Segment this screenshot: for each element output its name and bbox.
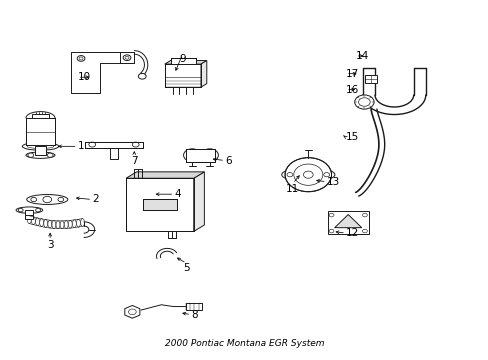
Polygon shape — [193, 172, 204, 231]
Circle shape — [201, 149, 218, 162]
Ellipse shape — [76, 219, 80, 227]
Circle shape — [47, 153, 53, 157]
Text: 16: 16 — [346, 85, 359, 95]
Text: 5: 5 — [183, 263, 189, 273]
Text: 1: 1 — [78, 141, 84, 151]
Polygon shape — [164, 64, 201, 87]
Ellipse shape — [60, 221, 64, 229]
Circle shape — [183, 149, 201, 162]
Circle shape — [132, 142, 139, 147]
Polygon shape — [126, 172, 204, 178]
Polygon shape — [201, 60, 206, 87]
Text: 12: 12 — [346, 228, 359, 238]
Circle shape — [207, 154, 211, 157]
Text: 15: 15 — [346, 132, 359, 143]
Ellipse shape — [52, 221, 56, 229]
Circle shape — [123, 55, 131, 60]
Ellipse shape — [48, 220, 52, 228]
Polygon shape — [120, 53, 134, 63]
Circle shape — [43, 196, 52, 203]
Text: 6: 6 — [224, 156, 231, 166]
Polygon shape — [164, 60, 206, 64]
Ellipse shape — [22, 143, 59, 150]
Circle shape — [328, 213, 333, 217]
Polygon shape — [35, 146, 46, 155]
Text: 2: 2 — [92, 194, 99, 204]
Polygon shape — [85, 142, 142, 148]
Polygon shape — [327, 211, 368, 234]
Circle shape — [18, 208, 23, 212]
Polygon shape — [71, 53, 134, 93]
Text: 9: 9 — [179, 54, 185, 64]
Circle shape — [190, 154, 194, 157]
Circle shape — [362, 213, 366, 217]
Polygon shape — [25, 215, 33, 219]
Circle shape — [28, 153, 34, 157]
Circle shape — [77, 55, 85, 61]
Circle shape — [31, 197, 37, 202]
Ellipse shape — [31, 217, 35, 225]
Circle shape — [89, 142, 95, 147]
Polygon shape — [26, 118, 55, 145]
Ellipse shape — [72, 220, 76, 228]
Text: 14: 14 — [355, 51, 368, 61]
Ellipse shape — [56, 221, 60, 229]
Ellipse shape — [40, 219, 43, 226]
Ellipse shape — [81, 219, 84, 226]
Polygon shape — [32, 114, 49, 118]
Ellipse shape — [36, 218, 40, 226]
Ellipse shape — [64, 221, 68, 229]
Circle shape — [58, 197, 63, 202]
Ellipse shape — [68, 220, 72, 228]
Ellipse shape — [16, 207, 42, 213]
Ellipse shape — [44, 220, 47, 228]
Polygon shape — [170, 58, 196, 64]
Polygon shape — [142, 199, 177, 210]
Circle shape — [36, 208, 41, 212]
Ellipse shape — [27, 194, 68, 204]
Polygon shape — [25, 210, 33, 215]
Text: 17: 17 — [346, 69, 359, 79]
Text: 2000 Pontiac Montana EGR System: 2000 Pontiac Montana EGR System — [164, 339, 324, 348]
Polygon shape — [126, 178, 193, 231]
Circle shape — [285, 158, 331, 192]
Polygon shape — [186, 149, 215, 162]
Text: 8: 8 — [191, 310, 198, 320]
Circle shape — [303, 171, 312, 178]
Text: 4: 4 — [174, 189, 181, 199]
Text: 13: 13 — [326, 177, 339, 187]
Circle shape — [328, 229, 333, 233]
Text: 7: 7 — [131, 156, 137, 166]
Ellipse shape — [281, 168, 334, 182]
Text: 11: 11 — [285, 184, 299, 194]
Polygon shape — [334, 215, 361, 228]
Text: 10: 10 — [78, 72, 91, 82]
Circle shape — [286, 172, 292, 177]
Circle shape — [323, 172, 329, 177]
Ellipse shape — [26, 152, 55, 158]
Circle shape — [362, 229, 366, 233]
Circle shape — [138, 73, 146, 79]
Polygon shape — [185, 303, 202, 310]
Polygon shape — [124, 306, 140, 318]
Ellipse shape — [27, 216, 31, 224]
Text: 3: 3 — [47, 240, 53, 250]
Circle shape — [354, 95, 373, 109]
Polygon shape — [110, 148, 118, 159]
Polygon shape — [365, 75, 376, 83]
